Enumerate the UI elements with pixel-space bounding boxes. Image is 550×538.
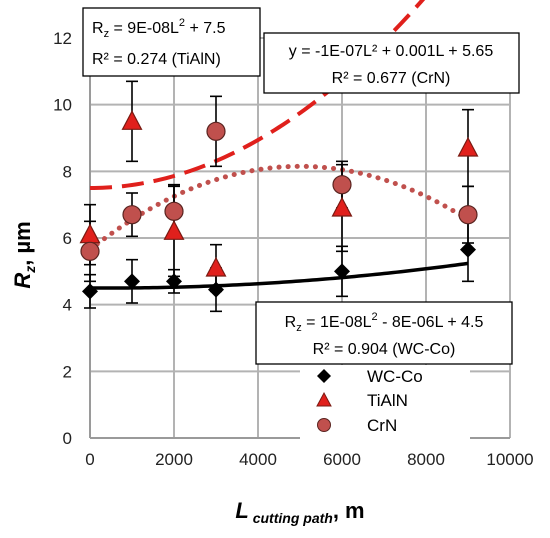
point-crn: [164, 201, 184, 221]
point-crn: [122, 205, 142, 225]
x-tick-label: 0: [85, 450, 94, 469]
y-tick-label: 0: [63, 429, 72, 448]
point-crn: [206, 121, 226, 141]
x-tick-label: 2000: [155, 450, 193, 469]
x-tick-label: 8000: [407, 450, 445, 469]
legend-marker-wc-co: [317, 369, 331, 383]
point-tialn: [79, 223, 101, 244]
point-wc-co: [82, 283, 98, 300]
annotation-crn: y = -1E-07L² + 0.001L + 5.65 R² = 0.677 …: [263, 32, 520, 94]
y-axis-title: Rz, µm: [10, 221, 38, 288]
annotation-wcco-line2: R² = 0.904 (WC-Co): [313, 341, 456, 358]
point-crn: [80, 241, 100, 261]
point-wc-co: [334, 263, 350, 280]
data-points: [79, 110, 479, 300]
legend-label-tialn: TiAlN: [367, 391, 408, 410]
legend-label-wc-co: WC-Co: [367, 367, 423, 386]
annotation-crn-line2: R² = 0.677 (CrN): [332, 70, 451, 87]
annotation-tialn-line2: R² = 0.274 (TiAlN): [92, 51, 221, 68]
annotation-tialn-line1: Rz = 9E-08L2 + 7.5: [92, 17, 226, 40]
tick-labels: 0 2000 4000 6000 8000 10000 0 2 4 6 8 10 12: [53, 29, 534, 469]
point-tialn: [205, 256, 227, 277]
legend: WC-Co TiAlN CrN: [300, 365, 470, 445]
x-tick-label: 10000: [486, 450, 533, 469]
x-tick-label: 6000: [323, 450, 361, 469]
trendlines: [87, 0, 471, 290]
point-crn: [458, 205, 478, 225]
y-tick-label: 10: [53, 96, 72, 115]
x-axis-title: L cutting path, m: [235, 498, 364, 526]
y-tick-label: 12: [53, 29, 72, 48]
trendline-crn: [87, 163, 471, 253]
point-wc-co: [460, 241, 476, 258]
legend-label-crn: CrN: [367, 416, 397, 435]
point-crn: [332, 175, 352, 195]
point-tialn: [163, 220, 185, 240]
annotation-wcco: Rz = 1E-08L2 - 8E-06L + 4.5 R² = 0.904 (…: [255, 301, 513, 365]
legend-marker-tialn: [316, 391, 332, 407]
y-tick-label: 8: [63, 162, 72, 181]
x-tick-label: 4000: [239, 450, 277, 469]
trendline-tialn: [89, 0, 426, 190]
legend-marker-crn: [317, 418, 331, 432]
point-wc-co: [124, 273, 140, 290]
error-bars: [84, 80, 474, 313]
point-wc-co: [208, 281, 224, 298]
point-tialn: [331, 196, 353, 217]
y-tick-label: 6: [63, 229, 72, 248]
annotation-crn-line1: y = -1E-07L² + 0.001L + 5.65: [289, 43, 494, 60]
annotation-tialn: Rz = 9E-08L2 + 7.5 R² = 0.274 (TiAlN): [82, 7, 261, 77]
y-tick-label: 2: [63, 362, 72, 381]
point-wc-co: [166, 273, 182, 290]
point-tialn: [457, 136, 479, 157]
y-tick-label: 4: [63, 296, 72, 315]
annotation-wcco-line1: Rz = 1E-08L2 - 8E-06L + 4.5: [285, 311, 484, 334]
trendline-wc-co: [89, 261, 469, 290]
point-tialn: [121, 110, 143, 130]
